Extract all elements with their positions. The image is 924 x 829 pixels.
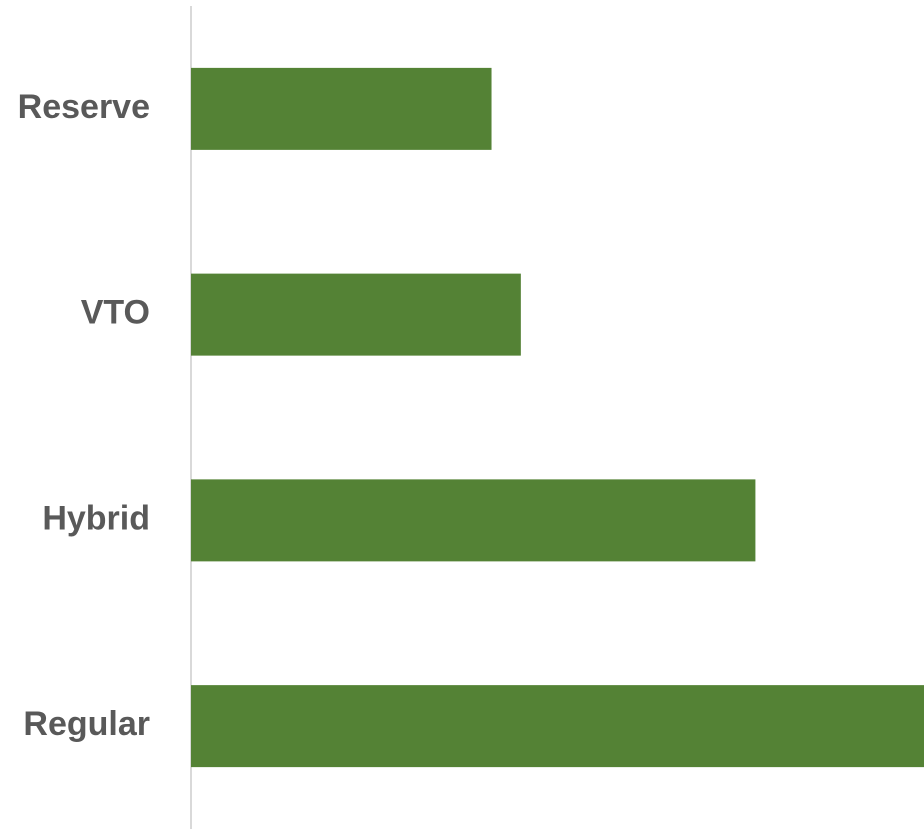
y-tick-label: Hybrid [42,499,150,537]
bar [191,685,924,768]
bar [191,273,521,356]
bar [191,67,492,150]
bar [191,479,756,562]
y-tick-label: VTO [81,294,150,332]
y-tick-label: Reserve [18,88,150,126]
y-tick-label: Regular [23,705,150,743]
